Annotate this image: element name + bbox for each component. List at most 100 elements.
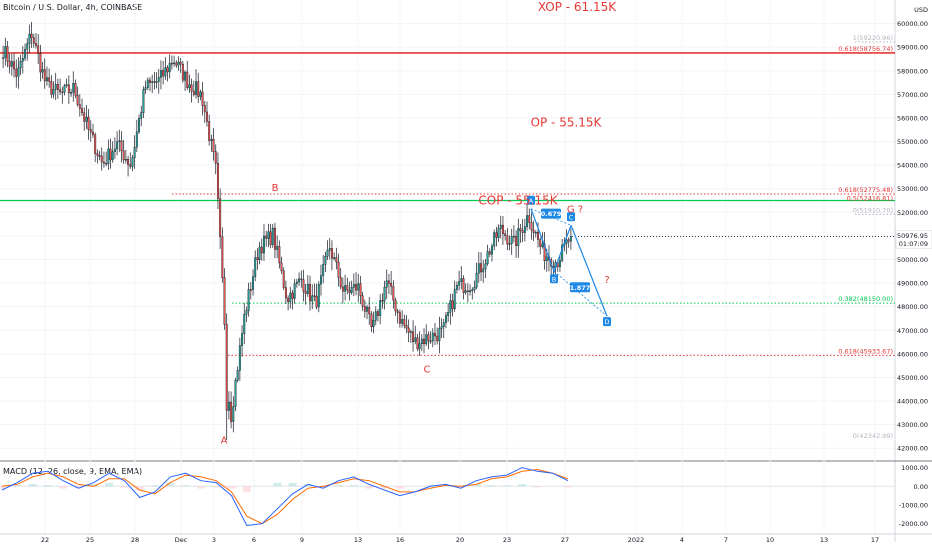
- candle-body: [2, 57, 5, 59]
- macd-signal-line: [1, 468, 569, 525]
- candle-body: [4, 46, 7, 58]
- price-tick-label: 52000.00: [897, 209, 928, 217]
- macd-histogram-bar: [472, 484, 481, 487]
- candle-body: [188, 84, 191, 88]
- candle-body: [258, 246, 261, 261]
- candle-body: [469, 290, 472, 293]
- candle-body: [515, 235, 518, 246]
- candle-body: [291, 292, 294, 299]
- fib-level-label: 0.618(58756.74): [838, 45, 893, 53]
- candle-body: [100, 155, 103, 163]
- macd-histogram-bar: [533, 486, 542, 488]
- time-tick-label: 7: [724, 536, 728, 544]
- macd-histogram-bar: [28, 484, 37, 487]
- candle-body: [138, 118, 140, 133]
- candle-body: [61, 91, 64, 94]
- pattern-ratio-label: 0.679: [541, 210, 562, 218]
- candle-body: [43, 69, 46, 82]
- candle-body: [85, 116, 88, 122]
- candle-body: [517, 228, 520, 246]
- candle-body: [181, 63, 184, 81]
- price-tick-label: 48000.00: [897, 303, 928, 311]
- candle-body: [271, 227, 274, 245]
- macd-histogram-bar: [59, 486, 68, 489]
- candle-body: [330, 248, 333, 259]
- candle-body: [333, 257, 336, 259]
- candle-body: [486, 251, 489, 265]
- candle-body: [89, 129, 92, 133]
- macd-histogram-bar: [242, 486, 251, 492]
- price-target-annotation: COP - 55.15K: [478, 194, 558, 208]
- candle-body: [289, 292, 292, 302]
- candle-body: [265, 235, 268, 239]
- candle-body: [512, 235, 515, 238]
- candle-body: [232, 406, 235, 422]
- macd-histogram-bar: [487, 485, 496, 487]
- countdown-label: 01:07:09: [899, 240, 928, 248]
- candle-body: [298, 278, 301, 283]
- candle-body: [162, 70, 165, 77]
- candle-body: [190, 84, 193, 92]
- candle-body: [447, 312, 450, 316]
- candle-body: [179, 61, 182, 65]
- candle-body: [372, 319, 375, 328]
- candle-body: [328, 248, 331, 251]
- candle-body: [269, 231, 272, 245]
- candle-body: [493, 232, 496, 247]
- candles: [2, 21, 572, 440]
- macd-histogram-bar: [303, 484, 312, 487]
- candle-body: [532, 229, 535, 233]
- candle-body: [357, 283, 360, 291]
- macd-histogram-bar: [426, 485, 435, 487]
- pattern-point-label: B: [552, 275, 556, 283]
- candle-body: [510, 236, 513, 244]
- fib-level-label: 0.5(52416.81): [847, 194, 893, 202]
- candle-body: [113, 148, 116, 152]
- candle-body: [10, 61, 13, 67]
- candle-body: [491, 245, 493, 255]
- pattern-ratio-line: [553, 270, 608, 317]
- candle-body: [519, 228, 522, 232]
- candle-body: [499, 224, 502, 229]
- macd-histogram-bar: [380, 486, 389, 489]
- candle-body: [41, 69, 44, 73]
- fib-level-label: 0.382(48150.00): [838, 295, 893, 303]
- candle-body: [278, 246, 281, 264]
- candle-body: [206, 111, 208, 122]
- candle-body: [37, 45, 40, 54]
- candle-body: [70, 92, 73, 94]
- time-tick-label: 13: [820, 536, 828, 544]
- candle-body: [460, 278, 463, 282]
- candle-body: [166, 67, 169, 73]
- price-axis: 42000.00 43000.00 44000.00 45000.00 46000.00…: [895, 6, 932, 528]
- pattern-point-marker: [603, 317, 611, 327]
- candle-body: [541, 243, 544, 247]
- candle-body: [482, 268, 485, 273]
- macd-histogram-bar: [288, 482, 297, 487]
- time-tick-label: 6: [252, 536, 256, 544]
- fib-level-label: 0(42342.99): [853, 432, 893, 440]
- candle-body: [129, 164, 132, 167]
- candle-body: [346, 285, 349, 291]
- candle-body: [464, 290, 467, 293]
- candle-body: [501, 224, 504, 234]
- candle-body: [326, 250, 329, 257]
- macd-tick-label: 1000.00: [901, 464, 928, 472]
- candle-body: [32, 37, 35, 44]
- candle-body: [26, 43, 29, 50]
- pattern-ratio-label: 1.877: [570, 284, 591, 292]
- candle-body: [225, 324, 228, 411]
- candle-body: [219, 198, 222, 237]
- macd-histogram-bar: [319, 486, 328, 488]
- candle-body: [107, 148, 110, 165]
- candle-body: [394, 299, 397, 312]
- pattern-point-marker: [550, 274, 558, 284]
- candle-body: [504, 233, 507, 237]
- candle-body: [530, 222, 533, 231]
- candle-body: [341, 286, 344, 292]
- candle-body: [142, 89, 145, 113]
- candle-body: [6, 46, 9, 62]
- candle-body: [392, 286, 395, 301]
- macd-histogram-bar: [0, 486, 6, 489]
